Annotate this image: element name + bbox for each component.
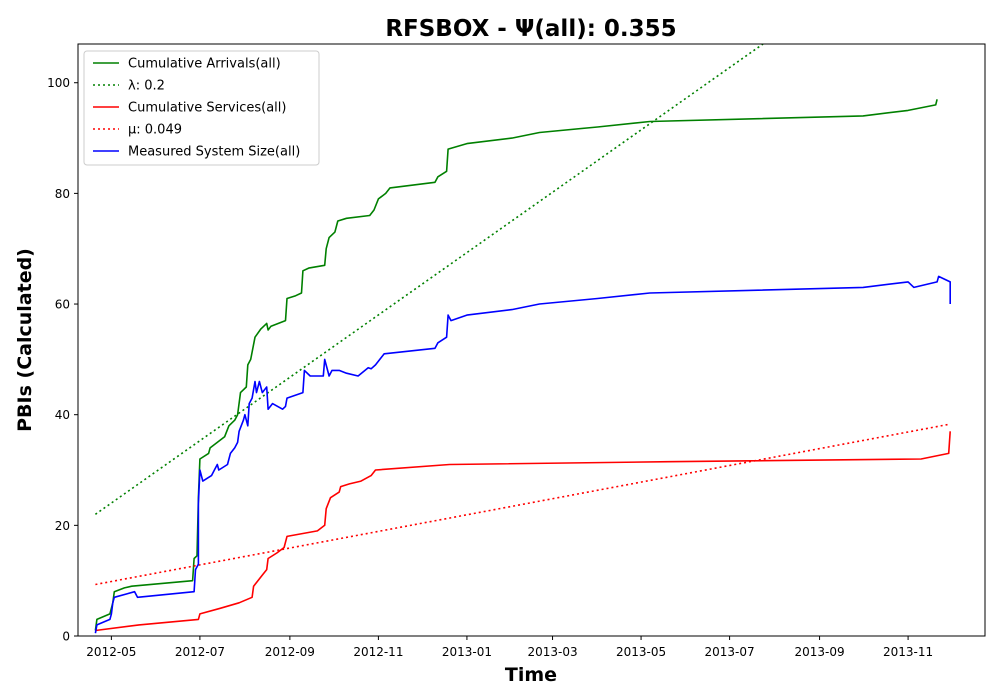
x-tick-label: 2013-05 [616,645,666,659]
y-tick-label: 20 [55,519,70,533]
y-axis-title: PBIs (Calculated) [14,248,36,432]
y-tick-label: 80 [55,187,70,201]
legend-label: μ: 0.049 [128,123,182,138]
x-tick-label: 2012-05 [86,645,136,659]
x-tick-label: 2012-09 [265,645,315,659]
chart-title: RFSBOX - Ψ(all): 0.355 [385,16,676,42]
x-tick-label: 2013-01 [442,645,492,659]
y-tick-label: 60 [55,298,70,312]
y-tick-label: 40 [55,408,70,422]
x-tick-label: 2013-03 [527,645,577,659]
x-axis: 2012-05 2012-07 2012-09 2012-11 2013-01 2013-… [86,636,933,659]
legend: Cumulative Arrivals(all) λ: 0.2 Cumulative… [84,51,319,165]
legend-label: λ: 0.2 [128,79,165,94]
x-tick-label: 2012-11 [353,645,403,659]
x-tick-label: 2013-11 [883,645,933,659]
x-axis-title: Time [505,664,557,686]
x-tick-label: 2013-09 [794,645,844,659]
x-tick-label: 2012-07 [175,645,225,659]
series-line-0 [95,99,937,630]
x-tick-label: 2013-07 [705,645,755,659]
legend-label: Cumulative Services(all) [128,101,286,116]
series-line-4 [95,276,950,633]
y-tick-label: 0 [62,630,70,644]
series-line-3 [95,424,950,584]
y-axis: 0 20 40 60 80 100 [47,76,78,643]
legend-label: Measured System Size(all) [128,145,300,160]
y-tick-label: 100 [47,76,70,90]
series-line-2 [95,431,950,630]
legend-label: Cumulative Arrivals(all) [128,57,281,72]
